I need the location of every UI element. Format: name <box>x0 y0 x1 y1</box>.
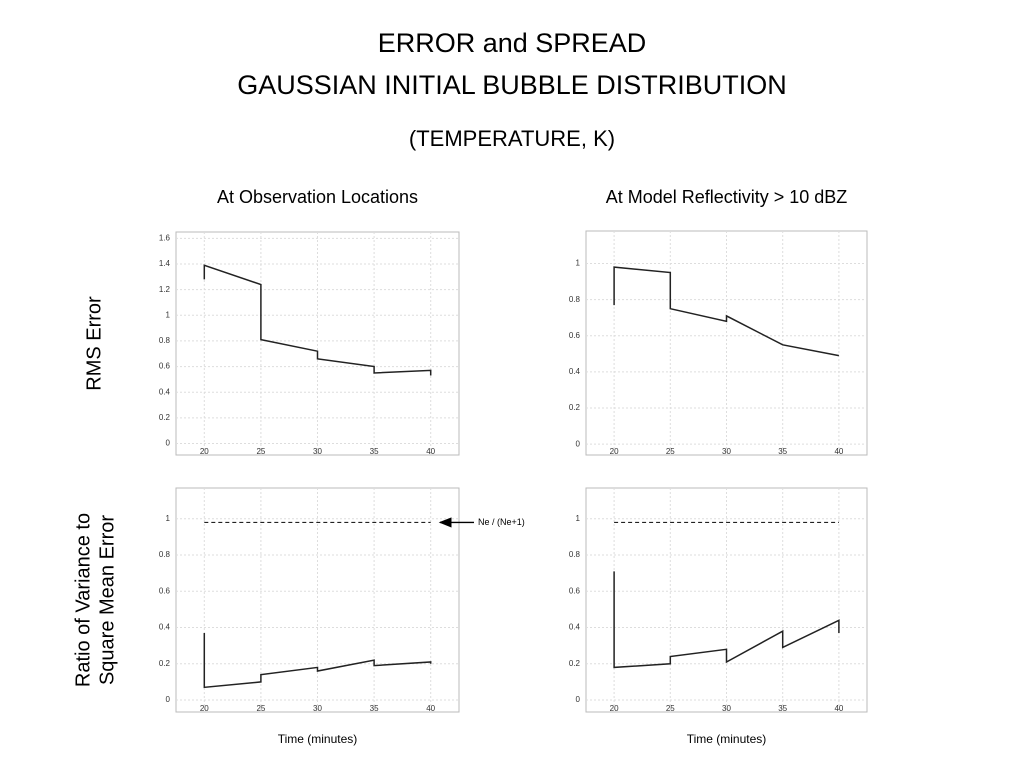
y-tick-label: 1 <box>576 514 581 523</box>
x-tick-label: 25 <box>666 447 675 456</box>
column-title: At Model Reflectivity > 10 dBZ <box>606 187 848 207</box>
x-tick-label: 30 <box>313 704 322 713</box>
x-tick-label: 35 <box>778 704 787 713</box>
y-tick-label: 0 <box>576 695 581 704</box>
y-tick-label: 1.6 <box>159 234 171 243</box>
x-tick-label: 30 <box>722 447 731 456</box>
y-tick-label: 0.2 <box>569 659 581 668</box>
x-tick-label: 40 <box>834 704 843 713</box>
y-tick-label: 0.8 <box>159 550 171 559</box>
y-tick-label: 0 <box>576 439 581 448</box>
x-tick-label: 20 <box>610 704 619 713</box>
x-tick-label: 35 <box>370 704 379 713</box>
x-axis-label: Time (minutes) <box>278 732 358 746</box>
annotation: Ne / (Ne+1) <box>478 517 525 527</box>
x-tick-label: 30 <box>722 704 731 713</box>
data-line <box>613 266 840 357</box>
y-tick-label: 0.2 <box>159 413 171 422</box>
x-tick-label: 20 <box>200 704 209 713</box>
x-tick-label: 40 <box>426 704 435 713</box>
x-tick-label: 20 <box>610 447 619 456</box>
row-label: Ratio of Variance to <box>72 513 94 687</box>
x-axis-label: Time (minutes) <box>687 732 767 746</box>
y-tick-label: 0.6 <box>569 331 581 340</box>
y-tick-label: 0.2 <box>569 403 581 412</box>
x-tick-label: 40 <box>426 447 435 456</box>
y-tick-label: 1 <box>166 310 171 319</box>
y-tick-label: 0.4 <box>569 367 581 376</box>
x-tick-label: 30 <box>313 447 322 456</box>
column-title: At Observation Locations <box>217 187 418 207</box>
row-label: RMS Error <box>83 296 105 391</box>
y-tick-label: 1.4 <box>159 259 171 268</box>
y-tick-label: 0.8 <box>569 295 581 304</box>
data-line <box>203 264 432 376</box>
x-tick-label: 25 <box>256 704 265 713</box>
y-tick-label: 1 <box>166 514 171 523</box>
y-tick-label: 0.8 <box>159 336 171 345</box>
x-tick-label: 40 <box>834 447 843 456</box>
y-tick-label: 0.6 <box>569 586 581 595</box>
x-tick-label: 25 <box>666 704 675 713</box>
subtitle: (TEMPERATURE, K) <box>409 126 615 151</box>
y-tick-label: 1 <box>576 259 581 268</box>
y-tick-label: 0.8 <box>569 550 581 559</box>
y-tick-label: 0.4 <box>159 623 171 632</box>
y-tick-label: 0 <box>166 695 171 704</box>
row-label: Square Mean Error <box>96 515 118 685</box>
y-tick-label: 0 <box>166 439 171 448</box>
y-tick-label: 0.6 <box>159 586 171 595</box>
x-tick-label: 35 <box>778 447 787 456</box>
title-line: GAUSSIAN INITIAL BUBBLE DISTRIBUTION <box>237 70 787 100</box>
title-line: ERROR and SPREAD <box>378 28 647 58</box>
x-tick-label: 35 <box>370 447 379 456</box>
y-tick-label: 0.4 <box>159 387 171 396</box>
x-tick-label: 20 <box>200 447 209 456</box>
y-tick-label: 0.6 <box>159 362 171 371</box>
y-tick-label: 0.2 <box>159 659 171 668</box>
y-tick-label: 1.2 <box>159 285 171 294</box>
x-tick-label: 25 <box>256 447 265 456</box>
data-line <box>203 632 432 689</box>
data-line <box>613 571 840 669</box>
y-tick-label: 0.4 <box>569 623 581 632</box>
